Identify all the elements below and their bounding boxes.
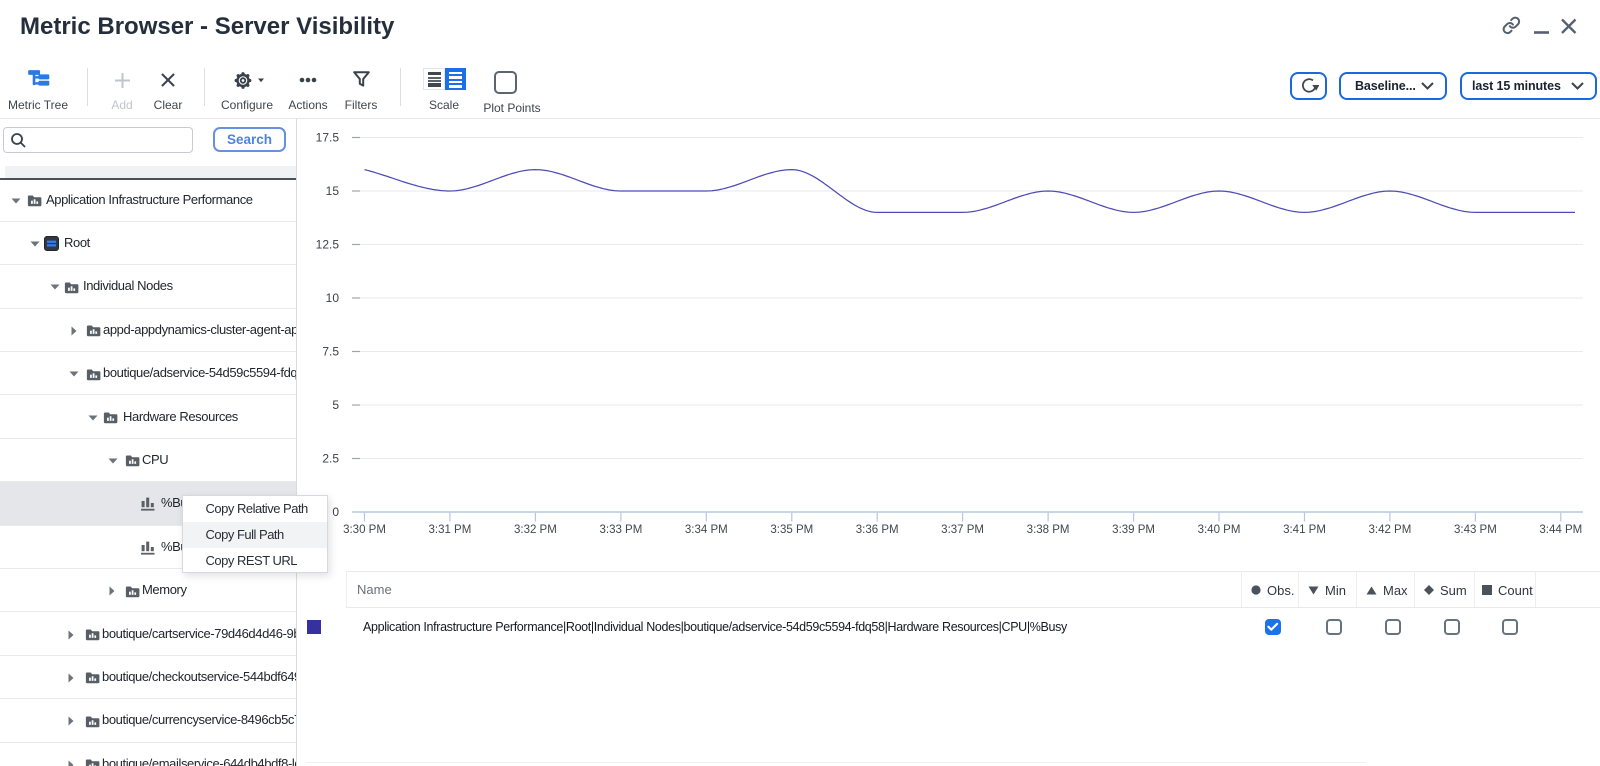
svg-text:7.5: 7.5	[322, 345, 339, 359]
svg-text:17.5: 17.5	[316, 131, 340, 145]
svg-text:3:33 PM: 3:33 PM	[599, 524, 642, 536]
svg-text:3:40 PM: 3:40 PM	[1198, 524, 1241, 536]
svg-text:3:38 PM: 3:38 PM	[1027, 524, 1070, 536]
svg-text:3:39 PM: 3:39 PM	[1112, 524, 1155, 536]
svg-text:3:32 PM: 3:32 PM	[514, 524, 557, 536]
svg-text:2.5: 2.5	[322, 452, 339, 466]
svg-text:3:36 PM: 3:36 PM	[856, 524, 899, 536]
svg-text:15: 15	[326, 184, 340, 198]
svg-text:12.5: 12.5	[316, 238, 340, 252]
svg-text:3:37 PM: 3:37 PM	[941, 524, 984, 536]
svg-text:3:35 PM: 3:35 PM	[770, 524, 813, 536]
svg-text:3:42 PM: 3:42 PM	[1368, 524, 1411, 536]
svg-text:0: 0	[332, 505, 339, 519]
svg-text:10: 10	[326, 291, 340, 305]
svg-text:5: 5	[332, 398, 339, 412]
svg-text:3:41 PM: 3:41 PM	[1283, 524, 1326, 536]
svg-text:3:43 PM: 3:43 PM	[1454, 524, 1497, 536]
svg-text:3:44 PM: 3:44 PM	[1539, 524, 1582, 536]
svg-text:3:31 PM: 3:31 PM	[428, 524, 471, 536]
svg-text:3:30 PM: 3:30 PM	[343, 524, 386, 536]
svg-text:3:34 PM: 3:34 PM	[685, 524, 728, 536]
